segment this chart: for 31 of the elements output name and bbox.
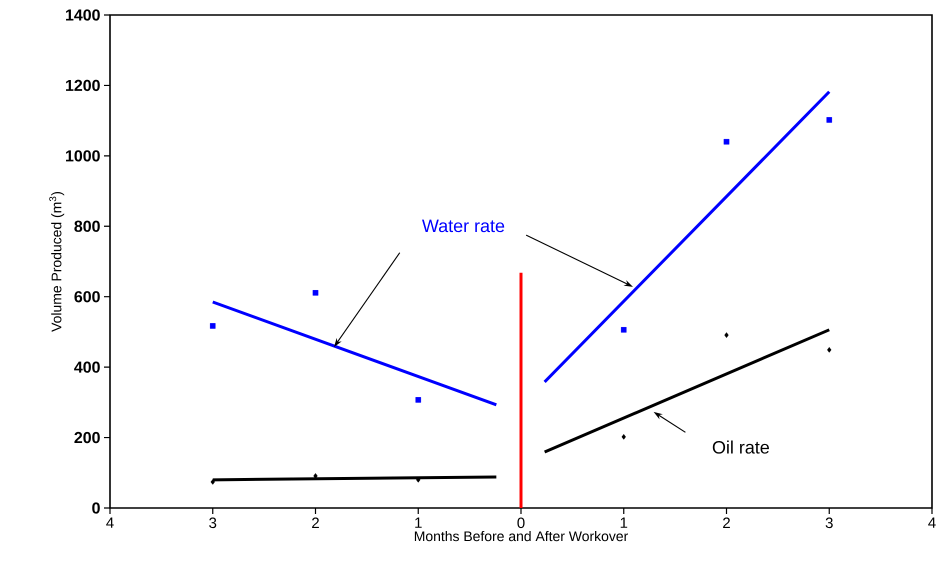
y-tick-label: 600 xyxy=(74,291,100,302)
x-tick-label: 1 xyxy=(415,518,422,528)
y-tick-label: 1400 xyxy=(66,9,100,21)
point xyxy=(415,397,422,403)
y-tick-label: 0 xyxy=(92,502,100,514)
x-tick-label: 3 xyxy=(826,518,833,528)
point xyxy=(724,138,730,145)
y-tick-label: 1000 xyxy=(66,150,100,162)
x-tick-label: 3 xyxy=(209,518,216,528)
x-axis-title: Months Before and After Workover xyxy=(414,530,628,542)
point xyxy=(210,479,215,485)
y-tick-label: 400 xyxy=(74,362,100,373)
point xyxy=(826,117,832,123)
point xyxy=(210,323,216,329)
point xyxy=(312,290,318,296)
point xyxy=(620,327,627,333)
y-axis-title: Volume Produced (m$^{3}$) xyxy=(49,192,64,332)
x-tick-label: 4 xyxy=(106,518,114,528)
point xyxy=(622,434,626,440)
point xyxy=(827,347,832,353)
x-tick-label: 4 xyxy=(928,518,936,528)
text: Water rate xyxy=(422,220,504,232)
y-tick-label: 1200 xyxy=(66,80,100,92)
point xyxy=(724,332,729,338)
x-tick-label: 2 xyxy=(723,518,730,528)
y-tick-label: 200 xyxy=(74,432,100,444)
x-tick-label: 0 xyxy=(517,518,525,528)
x-tick-label: 2 xyxy=(312,518,319,528)
x-tick-label: 1 xyxy=(620,518,628,528)
y-tick-label: 800 xyxy=(74,220,100,232)
text: Oil rate xyxy=(712,440,769,454)
